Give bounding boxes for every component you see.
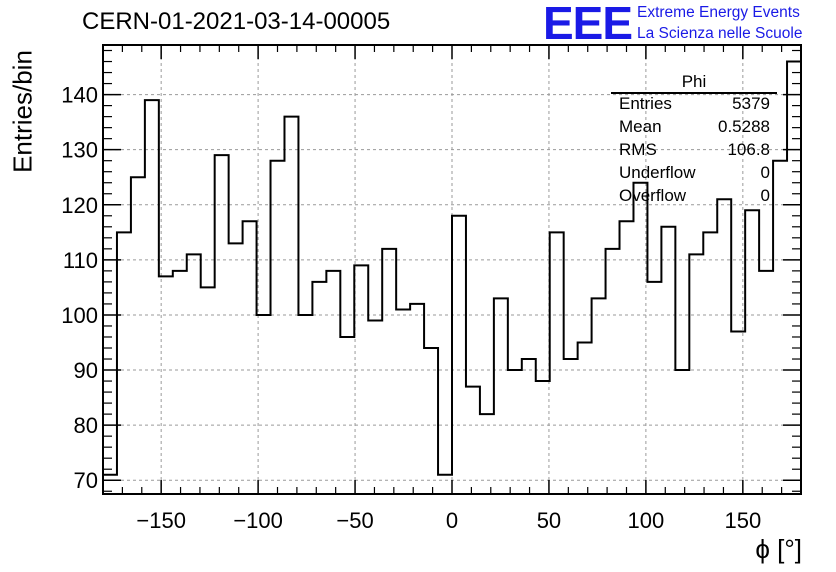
y-axis-label: Entries/bin xyxy=(7,50,38,173)
histogram-title: CERN-01-2021-03-14-00005 xyxy=(82,8,391,35)
logo-subtitle-1: Extreme Energy Events xyxy=(637,4,800,21)
y-tick-label: 140 xyxy=(61,83,98,108)
stats-value: 0 xyxy=(760,186,770,205)
y-tick-label: 110 xyxy=(63,248,98,273)
x-tick-label: −150 xyxy=(136,508,186,533)
stats-key: Overflow xyxy=(619,186,687,205)
y-tick-label: 70 xyxy=(74,468,98,493)
stats-divider xyxy=(611,92,777,94)
histogram-line xyxy=(103,60,801,476)
y-tick-label: 100 xyxy=(61,303,98,328)
axis-ticks xyxy=(103,45,801,494)
stats-value: 106.8 xyxy=(727,140,770,159)
stats-value: 5379 xyxy=(732,94,770,113)
y-tick-label: 120 xyxy=(61,193,98,218)
stats-value: 0.5288 xyxy=(718,117,770,136)
eee-logo: EEE xyxy=(543,0,633,49)
x-tick-label: −100 xyxy=(233,508,283,533)
y-tick-label: 80 xyxy=(74,413,98,438)
stats-key: Entries xyxy=(619,94,672,113)
stats-title: Phi xyxy=(681,72,707,91)
x-tick-label: 0 xyxy=(446,508,458,533)
x-axis-label: ϕ [°] xyxy=(755,534,802,564)
x-tick-label: −50 xyxy=(336,508,373,533)
stats-key: Mean xyxy=(619,117,662,136)
x-tick-label: 100 xyxy=(628,508,665,533)
x-tick-label: 150 xyxy=(724,508,761,533)
x-tick-label: 50 xyxy=(537,508,561,533)
tick-labels: −150 −100 −50 0 50 100 150 70 80 90 100 110 120 130 14… xyxy=(61,83,761,533)
y-tick-label: 90 xyxy=(74,358,98,383)
stats-key: RMS xyxy=(619,140,657,159)
stats-key: Underflow xyxy=(619,163,696,182)
stats-value: 0 xyxy=(760,163,770,182)
logo-subtitle-2: La Scienza nelle Scuole xyxy=(637,25,803,42)
y-tick-label: 130 xyxy=(61,138,98,163)
